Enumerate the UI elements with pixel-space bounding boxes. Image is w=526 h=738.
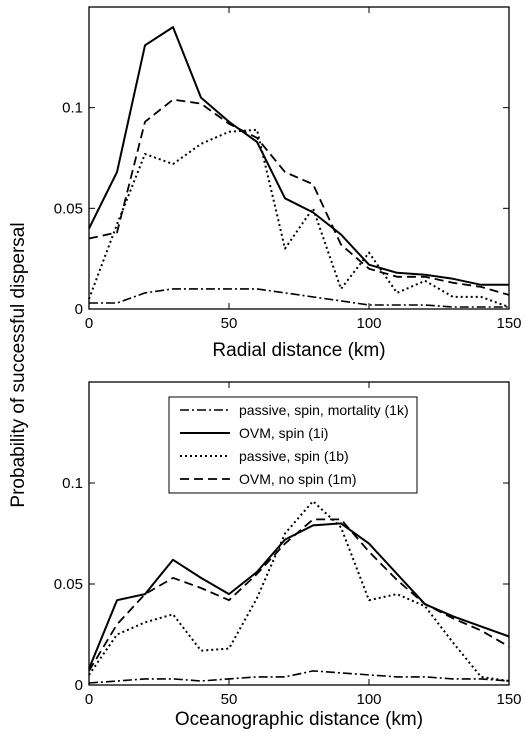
top-y-tick-label: 0.1 bbox=[62, 100, 83, 117]
top-x-tick-label: 100 bbox=[356, 315, 381, 332]
bottom-y-tick-label: 0 bbox=[75, 677, 83, 694]
top-series-line-ovm-no-spin-1m bbox=[88, 98, 510, 296]
top-x-axis-label: Radial distance (km) bbox=[212, 340, 385, 361]
bottom-series-line-ovm-spin-1i bbox=[88, 522, 510, 670]
top-series-line-ovm-spin-1i bbox=[88, 26, 509, 286]
top-series-line-passive-spin-mortality-1k bbox=[89, 288, 509, 308]
bottom-x-tick-label: 100 bbox=[356, 691, 381, 708]
legend-label-ovm-spin: OVM, spin (1i) bbox=[239, 425, 328, 441]
top-x-tick-label: 50 bbox=[221, 315, 238, 332]
top-y-tick-label: 0.05 bbox=[54, 200, 83, 217]
bottom-x-axis-label: Oceanographic distance (km) bbox=[175, 709, 423, 730]
legend-label-ovm-no-spin: OVM, no spin (1m) bbox=[239, 471, 356, 487]
bottom-x-tick-label: 150 bbox=[496, 691, 521, 708]
bottom-y-tick-label: 0.1 bbox=[62, 475, 83, 492]
top-y-tick-label: 0 bbox=[75, 301, 83, 318]
top-panel: 0 50 100 150 0 0.05 0.1 Radial distance (km) bbox=[54, 6, 522, 361]
bottom-panel: 0 50 100 150 0 0.05 0.1 Oceanographic distance… bbox=[54, 381, 522, 730]
top-plot-frame bbox=[88, 6, 510, 310]
bottom-plot-frame bbox=[88, 381, 510, 686]
bottom-series-line-passive-spin-mortality-1k bbox=[88, 670, 510, 684]
top-series-line-passive-spin-1b bbox=[88, 128, 510, 308]
legend-box bbox=[168, 396, 418, 494]
legend-label-passive-spin: passive, spin (1b) bbox=[239, 448, 349, 464]
bottom-x-tick-label: 50 bbox=[221, 691, 238, 708]
legend-label-mortality: passive, spin, mortality (1k) bbox=[239, 402, 409, 418]
legend: passive, spin, mortality (1k) OVM, spin … bbox=[168, 396, 418, 494]
top-x-tick-label: 0 bbox=[85, 315, 93, 332]
bottom-x-tick-label: 0 bbox=[85, 691, 93, 708]
bottom-y-tick-label: 0.05 bbox=[54, 576, 83, 593]
top-x-tick-label: 150 bbox=[496, 315, 521, 332]
y-axis-label: Probability of successful dispersal bbox=[8, 222, 29, 507]
bottom-series-line-passive-spin-1b bbox=[88, 500, 510, 682]
bottom-series-line-ovm-no-spin-1m bbox=[88, 518, 510, 672]
